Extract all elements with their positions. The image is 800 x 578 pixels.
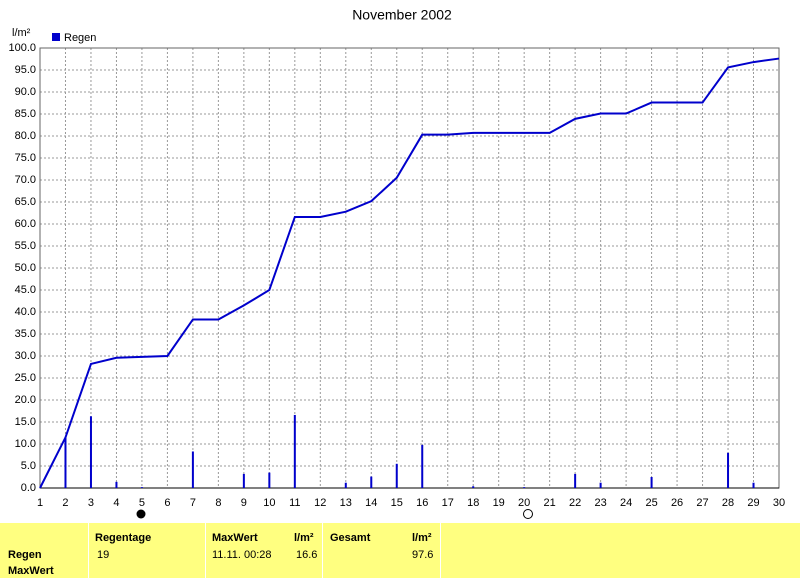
x-tick-label: 6	[164, 497, 170, 509]
x-tick-label: 17	[442, 497, 454, 509]
bar	[395, 463, 398, 488]
cell: 19	[97, 549, 110, 561]
bar	[370, 476, 373, 488]
y-tick-label: 70.0	[15, 174, 36, 186]
y-tick-label: 45.0	[15, 284, 36, 296]
x-tick-label: 3	[88, 497, 94, 509]
legend-swatch	[52, 33, 60, 41]
bar	[574, 473, 577, 488]
separator	[205, 523, 206, 578]
header: MaxWert	[212, 532, 258, 544]
header: Regentage	[95, 532, 152, 544]
bar	[472, 486, 475, 488]
x-tick-label: 21	[544, 497, 556, 509]
bar	[242, 473, 245, 488]
y-tick-label: 60.0	[15, 218, 36, 230]
bar	[140, 487, 143, 488]
y-tick-label: 65.0	[15, 196, 36, 208]
y-tick-label: 90.0	[15, 86, 36, 98]
x-tick-label: 24	[620, 497, 632, 509]
bar	[599, 482, 602, 488]
header: Gesamt	[330, 532, 371, 544]
y-tick-label: 25.0	[15, 372, 36, 384]
y-tick-label: 75.0	[15, 152, 36, 164]
full-moon	[136, 509, 146, 519]
x-tick-label: 13	[340, 497, 352, 509]
bar	[268, 472, 271, 488]
x-tick-label: 18	[467, 497, 479, 509]
y-tick-label: 30.0	[15, 350, 36, 362]
x-tick-label: 5	[139, 497, 145, 509]
y-tick-label: 10.0	[15, 438, 36, 450]
cell: 11.11. 00:28	[212, 549, 272, 561]
y-tick-label: 55.0	[15, 240, 36, 252]
new-moon	[523, 509, 533, 519]
x-tick-label: 9	[241, 497, 247, 509]
x-tick-label: 1	[37, 497, 43, 509]
header: l/m²	[412, 532, 432, 544]
x-tick-label: 8	[215, 497, 221, 509]
bar	[64, 437, 67, 488]
summary-table: Regen MaxWert Regentage 19 MaxWert 11.11…	[0, 523, 800, 578]
x-tick-label: 4	[113, 497, 119, 509]
y-tick-label: 20.0	[15, 394, 36, 406]
y-tick-label: 0.0	[21, 482, 36, 494]
x-tick-label: 15	[391, 497, 403, 509]
y-tick-label: 15.0	[15, 416, 36, 428]
y-tick-label: 100.0	[8, 42, 36, 54]
bar	[293, 414, 296, 488]
separator	[322, 523, 323, 578]
x-tick-label: 30	[773, 497, 785, 509]
y-tick-label: 40.0	[15, 306, 36, 318]
bar	[421, 444, 424, 488]
x-tick-label: 29	[747, 497, 759, 509]
chart: November 2002 l/m² Regen 0.0 5.0 10.0 15.0 2…	[8, 7, 785, 519]
y-unit: l/m²	[12, 27, 31, 39]
bar	[523, 487, 526, 488]
x-tick-label: 2	[62, 497, 68, 509]
x-tick-label: 25	[645, 497, 657, 509]
x-tick-label: 16	[416, 497, 428, 509]
x-tick-label: 26	[671, 497, 683, 509]
chart-title: November 2002	[352, 7, 452, 23]
cell: 16.6	[296, 549, 318, 561]
separator	[440, 523, 441, 578]
y-tick-label: 95.0	[15, 64, 36, 76]
x-tick-label: 10	[263, 497, 275, 509]
y-tick-label: 35.0	[15, 328, 36, 340]
legend-label: Regen	[64, 32, 96, 44]
row-label: Regen	[8, 549, 42, 561]
cumulative-line	[39, 57, 780, 489]
separator	[88, 523, 89, 578]
header: l/m²	[294, 532, 314, 544]
row-label: MaxWert	[8, 565, 54, 577]
y-tick-label: 5.0	[21, 460, 36, 472]
x-tick-label: 7	[190, 497, 196, 509]
x-tick-label: 12	[314, 497, 326, 509]
bar	[650, 477, 653, 488]
y-tick-label: 85.0	[15, 108, 36, 120]
cell: 97.6	[412, 549, 434, 561]
y-tick-label: 50.0	[15, 262, 36, 274]
x-tick-label: 14	[365, 497, 377, 509]
x-tick-label: 23	[594, 497, 606, 509]
bar	[752, 482, 755, 488]
x-tick-label: 19	[493, 497, 505, 509]
bar	[727, 452, 730, 488]
bar	[344, 482, 347, 488]
bar	[115, 481, 118, 488]
x-tick-label: 28	[722, 497, 734, 509]
x-tick-label: 11	[289, 497, 300, 509]
x-tick-label: 27	[696, 497, 708, 509]
x-tick-label: 22	[569, 497, 581, 509]
bar	[191, 451, 194, 488]
y-tick-label: 80.0	[15, 130, 36, 142]
bar	[89, 416, 92, 488]
x-tick-label: 20	[518, 497, 530, 509]
